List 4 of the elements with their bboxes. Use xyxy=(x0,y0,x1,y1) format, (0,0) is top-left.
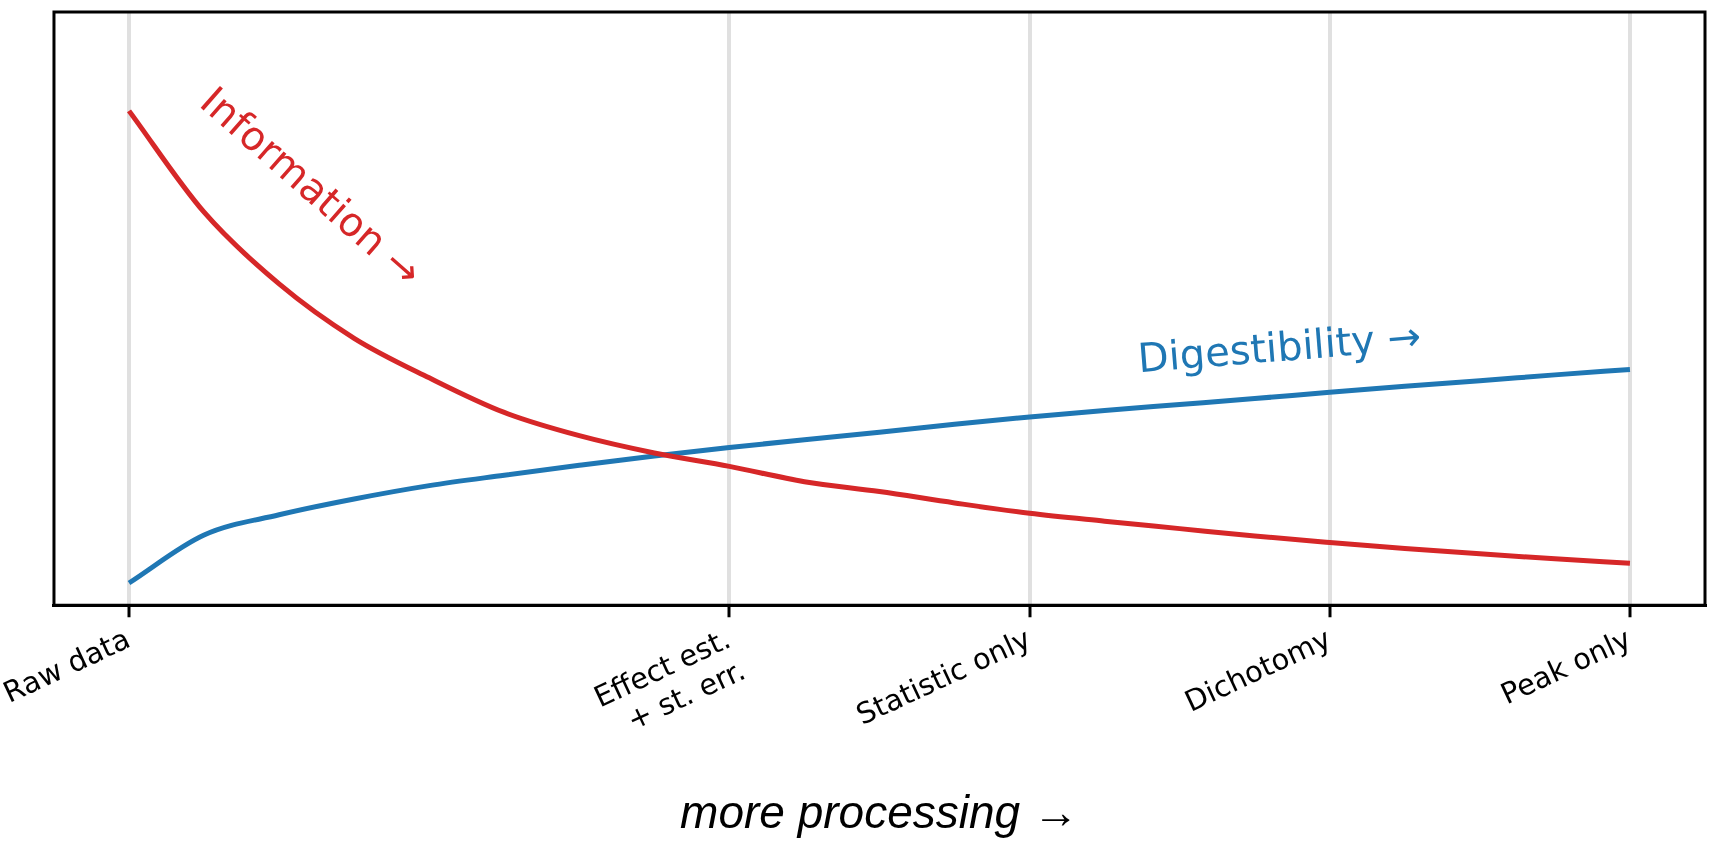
x-tick-label: Raw data xyxy=(0,621,136,710)
x-axis-title: more processing → xyxy=(680,786,1079,839)
series-label: Digestibility → xyxy=(1136,312,1423,382)
x-tick-label: Peak only xyxy=(1495,621,1637,712)
